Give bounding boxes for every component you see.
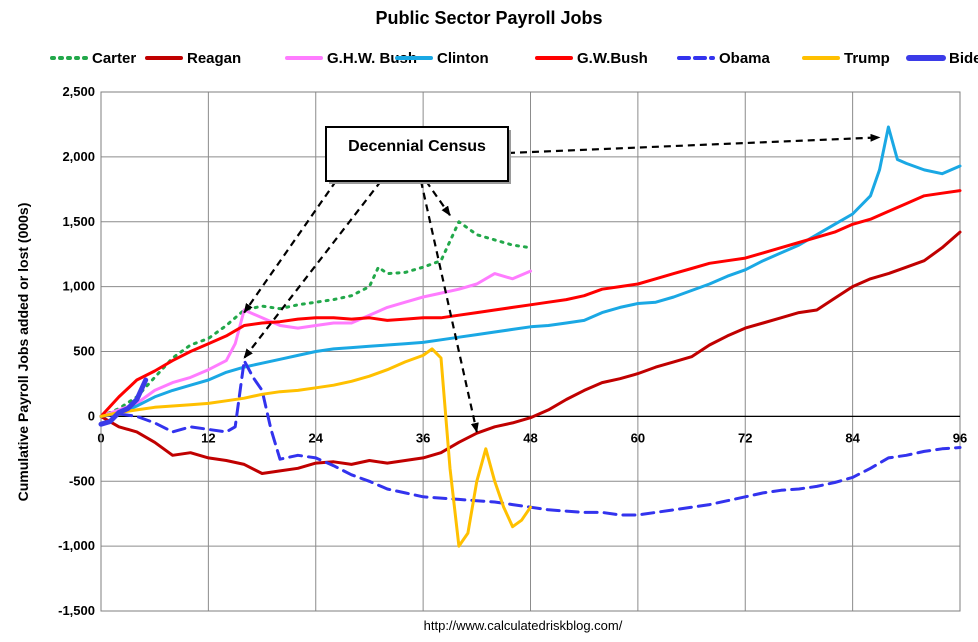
legend-item-trump: Trump [802, 50, 890, 67]
legend-label: G.W.Bush [577, 50, 648, 67]
legend-label: Reagan [187, 50, 241, 67]
annotation-arrow [243, 180, 382, 359]
annotation-arrow [243, 180, 337, 314]
y-tick-label: 500 [73, 344, 95, 359]
legend-label: Trump [844, 50, 890, 67]
y-tick-label: 1,000 [62, 279, 95, 294]
chart-title: Public Sector Payroll Jobs [375, 8, 602, 28]
plot-border [100, 91, 961, 612]
x-tick-label: 48 [523, 430, 537, 445]
annotation-arrow [419, 180, 479, 433]
legend-item-reagan: Reagan [145, 50, 241, 67]
legend-item-g-h-w-bush: G.H.W. Bush [285, 50, 417, 67]
legend-label: G.H.W. Bush [327, 50, 417, 67]
annotation: Decennial Census [243, 126, 881, 433]
y-tick-label: 0 [88, 408, 95, 423]
x-tick-label: 84 [845, 430, 860, 445]
axes: -1,500 -1,000 -500 0 500 1,000 1,500 2,000 2,500… [58, 84, 967, 618]
series-line-reagan [99, 230, 962, 475]
series-line-trump [99, 347, 532, 548]
series-line-g-w-bush [99, 189, 962, 418]
y-tick-label: 2,000 [62, 149, 95, 164]
y-tick-label: 2,500 [62, 84, 95, 99]
source-url: http://www.calculatedriskblog.com/ [424, 618, 623, 633]
annotation-box [325, 126, 509, 182]
legend-item-biden: Biden [906, 50, 978, 67]
annotation-label: Decennial Census [348, 138, 486, 155]
x-tick-label: 36 [416, 430, 430, 445]
legend-label: Carter [92, 50, 136, 67]
x-tick-label: 60 [631, 430, 645, 445]
legend-item-clinton: Clinton [395, 50, 489, 67]
x-tick-label: 24 [309, 430, 324, 445]
series-line-clinton [99, 125, 962, 418]
annotation-arrow [507, 133, 881, 155]
annotation-arrow [425, 180, 451, 217]
y-tick-label: 1,500 [62, 214, 95, 229]
y-tick-label: -1,000 [58, 538, 95, 553]
legend-item-obama: Obama [677, 50, 771, 67]
series-layer [98, 125, 962, 548]
legend-label: Biden [949, 50, 978, 67]
legend-item-g-w-bush: G.W.Bush [535, 50, 648, 67]
legend-item-carter: Carter [50, 50, 136, 67]
y-tick-label: -500 [69, 473, 95, 488]
series-line-biden [98, 377, 149, 427]
x-tick-label: 12 [201, 430, 215, 445]
x-tick-label: 72 [738, 430, 752, 445]
y-axis-label: Cumulative Payroll Jobs added or lost (0… [15, 203, 31, 502]
y-tick-label: -1,500 [58, 603, 95, 618]
legend-label: Obama [719, 50, 771, 67]
series-line-carter [99, 220, 532, 418]
legend: Carter Reagan G.H.W. Bush Clinton G.W.Bush Ob… [50, 50, 978, 67]
legend-label: Clinton [437, 50, 489, 67]
series-line-g-h-w-bush [99, 269, 532, 418]
